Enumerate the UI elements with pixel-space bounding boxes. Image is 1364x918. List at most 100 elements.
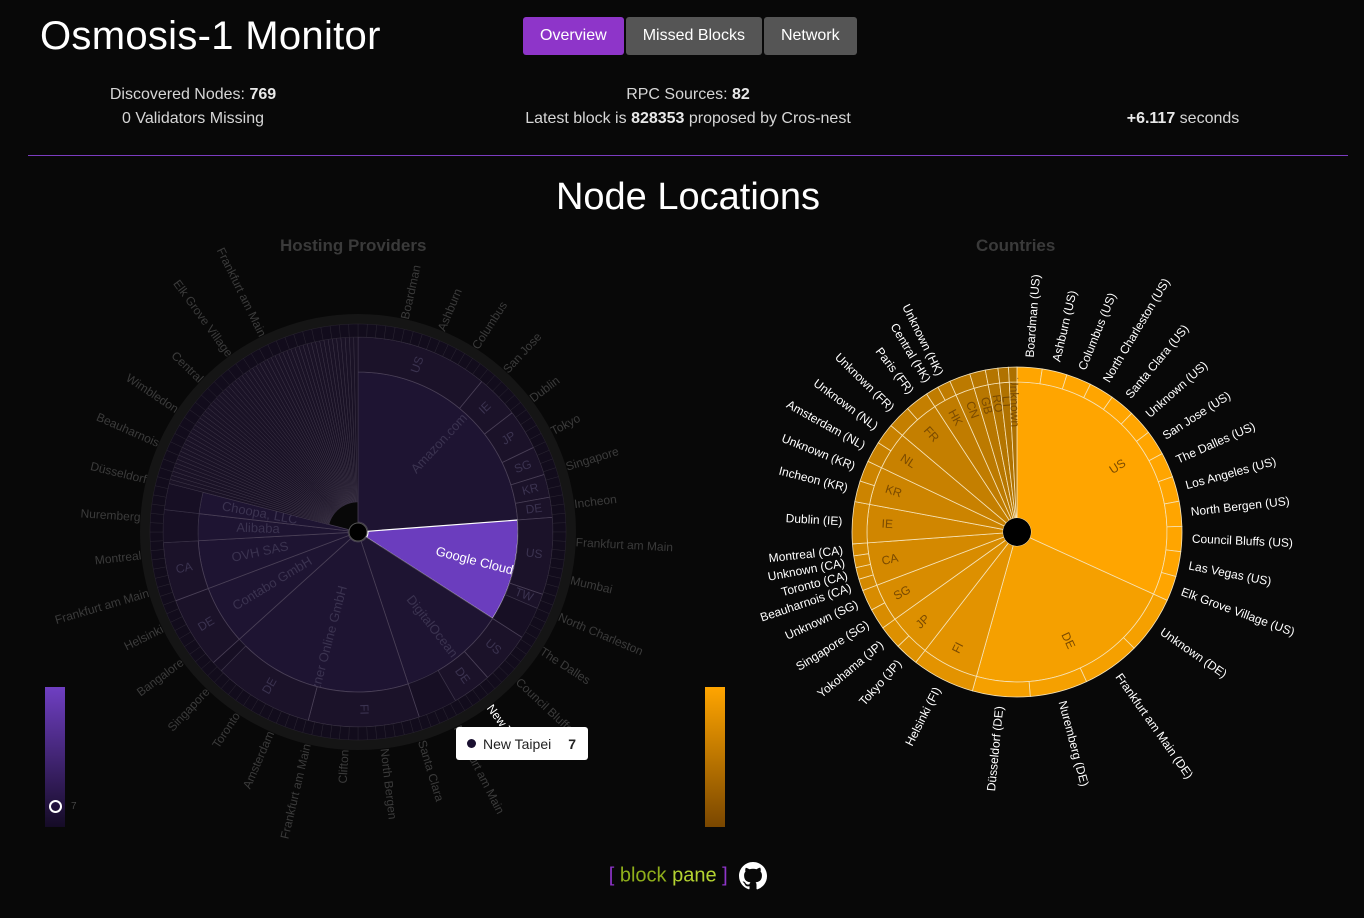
city-label-columbus: Columbus	[469, 299, 510, 352]
city-slice[interactable]	[852, 542, 870, 557]
city-slice[interactable]	[339, 725, 350, 740]
city-label-singapore: Singapore	[165, 685, 213, 735]
city-slice[interactable]	[150, 513, 165, 524]
country-label-sg: SG	[512, 457, 533, 476]
city-slice[interactable]	[551, 513, 566, 524]
city-label-incheon-kr: Incheon (KR)	[777, 464, 849, 495]
country-label-ca: CA	[880, 551, 899, 568]
city-slice[interactable]	[357, 726, 368, 741]
city-label-toronto: Toronto	[209, 709, 243, 750]
latest-block-stat: Latest block is 828353 proposed by Cros-…	[438, 110, 938, 128]
providers-chart-title: Hosting Providers	[280, 236, 427, 255]
chart-tooltip: New Taipei 7	[456, 727, 588, 760]
city-label-d-sseldorf: Düsseldorf	[89, 459, 149, 486]
country-label-fi: FI	[357, 704, 371, 715]
footer-brand: [ block pane ]	[0, 862, 1364, 890]
country-label-unknown: Unknown	[1007, 377, 1022, 427]
tooltip-label: New Taipei	[483, 735, 552, 752]
city-label-clifton: Clifton	[336, 749, 352, 784]
footer-word-block[interactable]: block	[619, 864, 667, 887]
city-slice[interactable]	[150, 540, 165, 551]
country-label-kr: KR	[884, 482, 904, 501]
provider-label-alibaba: Alibaba	[236, 520, 281, 536]
country-slice-other[interactable]	[162, 509, 200, 543]
city-label-frankfurt-am-main: Frankfurt am Main	[214, 245, 269, 339]
discovered-label: Discovered Nodes:	[109, 86, 245, 103]
city-slice[interactable]	[1008, 366, 1018, 383]
legend-value: 7	[71, 801, 77, 812]
city-slice[interactable]	[552, 531, 567, 542]
city-slice[interactable]	[348, 323, 359, 338]
city-slice[interactable]	[150, 549, 165, 561]
country-label-ca: CA	[175, 559, 194, 576]
city-label-amsterdam: Amsterdam	[240, 729, 277, 791]
city-slice[interactable]	[551, 503, 566, 515]
city-label-central: Central	[169, 349, 207, 386]
city-slice[interactable]	[551, 540, 566, 551]
city-slice[interactable]	[375, 725, 387, 740]
city-label-los-angeles-us: Los Angeles (US)	[1184, 454, 1278, 492]
city-slice[interactable]	[984, 367, 1001, 386]
city-label-ashburn: Ashburn	[435, 287, 465, 334]
country-label-us: US	[525, 545, 543, 561]
city-label-ashburn-us: Ashburn (US)	[1049, 289, 1079, 363]
city-slice[interactable]	[1165, 525, 1183, 553]
tab-network[interactable]: Network	[763, 17, 857, 55]
footer-bracket-close: ]	[722, 864, 728, 887]
footer-word-pane[interactable]: pane	[672, 864, 717, 887]
block-time-suffix: seconds	[1179, 110, 1240, 127]
city-label-nuremberg-de: Nuremberg (DE)	[1056, 699, 1092, 788]
country-color-legend	[705, 687, 725, 827]
city-slice[interactable]	[357, 323, 368, 338]
country-label-kr: KR	[520, 480, 540, 498]
city-label-d-sseldorf-de: Düsseldorf (DE)	[984, 705, 1006, 791]
tooltip-color-dot	[467, 739, 476, 748]
city-label-tokyo: Tokyo	[548, 411, 583, 438]
city-slice[interactable]	[552, 522, 567, 533]
city-label-san-jose: San Jose	[500, 330, 544, 376]
city-label-frankfurt-am-main: Frankfurt am Main	[278, 742, 314, 840]
block-time-stat: +6.117 seconds	[1083, 110, 1283, 128]
city-slice[interactable]	[149, 522, 164, 533]
city-slice[interactable]	[348, 726, 359, 741]
city-label-nuremberg: Nuremberg	[80, 506, 141, 524]
app-title: Osmosis-1 Monitor	[40, 14, 381, 58]
latest-suffix: proposed by Cros-nest	[688, 110, 851, 127]
city-label-frankfurt-am-main: Frankfurt am Main	[53, 586, 150, 627]
city-slice[interactable]	[851, 501, 871, 545]
block-time-value: +6.117	[1126, 110, 1176, 127]
city-label-unknown-de: Unknown (DE)	[1158, 625, 1230, 681]
city-slice[interactable]	[366, 725, 377, 740]
rpc-value: 82	[732, 86, 750, 103]
city-label-north-bergen: North Bergen	[377, 748, 399, 821]
github-icon[interactable]	[739, 862, 768, 890]
providers-outer-ring	[140, 314, 576, 750]
footer-bracket-open: [	[608, 864, 615, 887]
country-label-ie: IE	[881, 517, 893, 532]
country-label-de: DE	[525, 501, 543, 517]
city-slice[interactable]	[366, 324, 377, 339]
city-slice[interactable]	[339, 324, 350, 339]
city-label-incheon: Incheon	[573, 492, 617, 511]
city-label-dublin: Dublin	[527, 373, 563, 405]
country-label-cn: CN	[963, 399, 982, 420]
countries-chart-title: Countries	[976, 236, 1056, 255]
city-label-council-bluffs-us: Council Bluffs (US)	[1192, 532, 1294, 550]
city-label-frankfurt-am-main: Frankfurt am Main	[575, 535, 673, 554]
discovered-nodes-stat: Discovered Nodes: 769	[93, 86, 293, 104]
provider-color-legend	[45, 687, 65, 827]
country-label-jp: JP	[913, 612, 933, 632]
city-slice[interactable]	[329, 324, 341, 339]
tab-missed-blocks[interactable]: Missed Blocks	[625, 17, 762, 55]
legend-marker	[49, 800, 62, 813]
city-slice[interactable]	[149, 531, 164, 542]
city-slice[interactable]	[1163, 500, 1183, 528]
countries-center	[1003, 518, 1031, 546]
city-label-montreal: Montreal	[94, 548, 142, 567]
tab-overview[interactable]: Overview	[523, 17, 624, 55]
nav-tabs: Overview Missed Blocks Network	[523, 17, 857, 55]
city-label-santa-clara: Santa Clara	[415, 738, 447, 803]
